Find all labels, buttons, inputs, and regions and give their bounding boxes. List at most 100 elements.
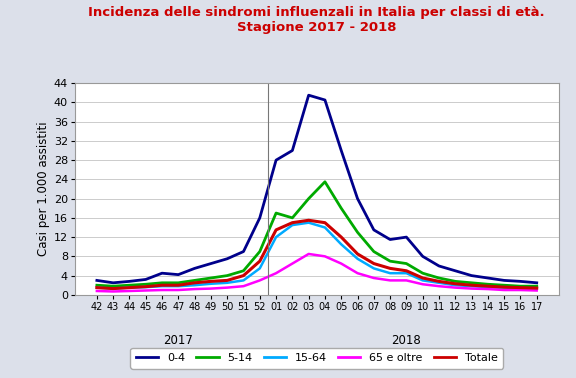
5-14 (435, 276, 442, 280)
Totale (533, 286, 540, 290)
0-4 (223, 257, 230, 261)
5-14 (109, 284, 116, 288)
65 e oltre (175, 288, 182, 292)
15-64 (403, 271, 410, 276)
5-14 (272, 211, 279, 215)
15-64 (370, 266, 377, 271)
0-4 (501, 278, 507, 283)
65 e oltre (484, 287, 491, 291)
65 e oltre (517, 288, 524, 292)
0-4 (338, 148, 344, 153)
15-64 (484, 285, 491, 290)
5-14 (93, 283, 100, 288)
0-4 (126, 279, 133, 284)
65 e oltre (158, 288, 165, 292)
0-4 (240, 249, 247, 254)
0-4 (175, 273, 182, 277)
15-64 (142, 285, 149, 290)
15-64 (289, 223, 296, 227)
Totale (158, 283, 165, 288)
X-axis label: settimane: settimane (285, 353, 348, 366)
65 e oltre (207, 286, 214, 291)
65 e oltre (305, 252, 312, 256)
Totale (452, 282, 458, 286)
Totale (142, 284, 149, 289)
5-14 (207, 276, 214, 280)
0-4 (93, 278, 100, 283)
15-64 (435, 280, 442, 285)
Line: 5-14: 5-14 (97, 182, 537, 286)
15-64 (272, 235, 279, 239)
5-14 (305, 196, 312, 201)
65 e oltre (354, 271, 361, 276)
0-4 (158, 271, 165, 276)
Totale (305, 218, 312, 223)
65 e oltre (419, 282, 426, 287)
5-14 (517, 284, 524, 288)
0-4 (354, 196, 361, 201)
5-14 (289, 215, 296, 220)
0-4 (207, 261, 214, 266)
15-64 (191, 283, 198, 288)
Totale (403, 268, 410, 273)
Totale (256, 259, 263, 263)
65 e oltre (109, 289, 116, 294)
Totale (240, 273, 247, 278)
65 e oltre (370, 276, 377, 280)
5-14 (256, 249, 263, 254)
Totale (109, 286, 116, 291)
65 e oltre (403, 278, 410, 283)
5-14 (223, 273, 230, 278)
Line: Totale: Totale (97, 220, 537, 288)
65 e oltre (126, 289, 133, 293)
Line: 15-64: 15-64 (97, 223, 537, 288)
65 e oltre (289, 261, 296, 266)
65 e oltre (93, 289, 100, 293)
15-64 (338, 242, 344, 246)
15-64 (419, 278, 426, 283)
5-14 (354, 230, 361, 235)
Totale (484, 284, 491, 288)
15-64 (517, 286, 524, 290)
Text: Incidenza delle sindromi influenzali in Italia per classi di età.
Stagione 2017 : Incidenza delle sindromi influenzali in … (89, 6, 545, 34)
Totale (370, 261, 377, 266)
Totale (272, 228, 279, 232)
65 e oltre (256, 278, 263, 283)
Line: 0-4: 0-4 (97, 95, 537, 283)
5-14 (240, 268, 247, 273)
Totale (207, 279, 214, 284)
15-64 (158, 284, 165, 288)
Text: 2017: 2017 (164, 334, 194, 347)
15-64 (452, 283, 458, 288)
5-14 (386, 259, 393, 263)
Totale (289, 220, 296, 225)
65 e oltre (468, 286, 475, 291)
15-64 (468, 284, 475, 288)
15-64 (533, 286, 540, 291)
0-4 (468, 273, 475, 278)
Totale (354, 252, 361, 256)
15-64 (223, 280, 230, 285)
15-64 (240, 278, 247, 283)
0-4 (321, 98, 328, 102)
Totale (468, 283, 475, 288)
15-64 (256, 266, 263, 271)
5-14 (419, 271, 426, 276)
15-64 (126, 285, 133, 290)
0-4 (517, 279, 524, 284)
0-4 (305, 93, 312, 98)
65 e oltre (240, 284, 247, 288)
65 e oltre (191, 287, 198, 291)
15-64 (354, 257, 361, 261)
0-4 (435, 264, 442, 268)
15-64 (175, 284, 182, 288)
65 e oltre (452, 285, 458, 290)
0-4 (370, 228, 377, 232)
5-14 (191, 278, 198, 283)
15-64 (386, 271, 393, 276)
Totale (175, 283, 182, 288)
0-4 (272, 158, 279, 163)
5-14 (142, 282, 149, 287)
65 e oltre (223, 285, 230, 290)
5-14 (158, 280, 165, 285)
